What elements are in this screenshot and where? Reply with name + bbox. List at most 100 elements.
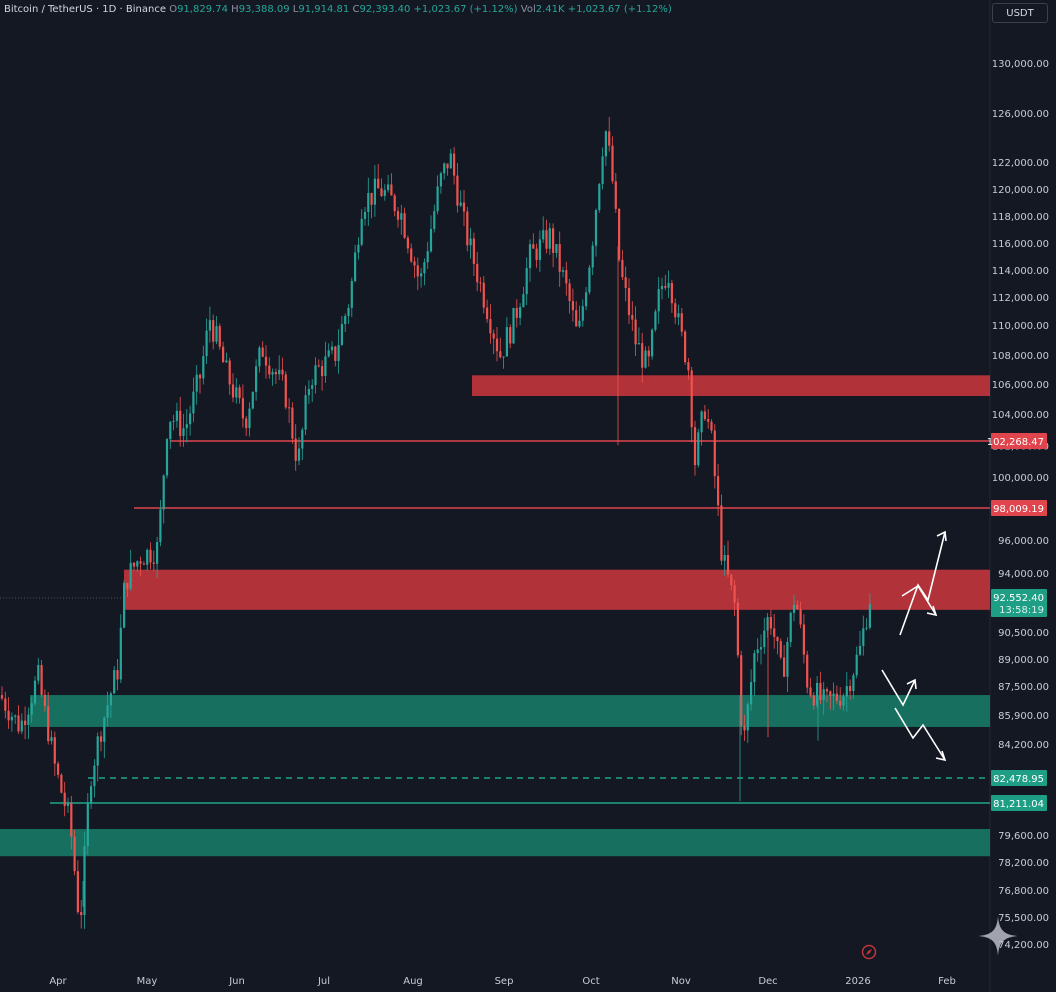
candle xyxy=(43,689,46,712)
candles xyxy=(0,117,871,929)
candle-body xyxy=(644,350,647,368)
candle-body xyxy=(321,366,324,377)
candle xyxy=(472,232,475,276)
candle-body xyxy=(799,609,802,625)
candle xyxy=(839,687,842,710)
candle-body xyxy=(340,324,343,346)
candle-body xyxy=(621,259,624,278)
candle-body xyxy=(367,192,370,212)
candle xyxy=(132,562,136,571)
candle xyxy=(57,761,60,779)
price-tag-countdown-bg xyxy=(991,601,1047,617)
candle-body xyxy=(294,438,297,461)
bullish-rejection-arrow-head xyxy=(926,605,938,617)
candle xyxy=(812,692,815,710)
candle xyxy=(677,304,680,326)
candle-body xyxy=(667,282,670,288)
candle xyxy=(453,147,456,185)
candle-body xyxy=(20,720,23,732)
price-tag-support-solid-bg xyxy=(991,795,1047,811)
candle xyxy=(116,658,119,691)
candle-body xyxy=(763,630,766,648)
candle xyxy=(297,437,301,466)
candle-body xyxy=(802,624,805,655)
candle-body xyxy=(413,261,416,266)
candle xyxy=(654,309,657,332)
candle xyxy=(60,773,63,794)
candle xyxy=(786,637,789,692)
support-zone-upper xyxy=(30,695,990,727)
price-tag-support-dashed-bg xyxy=(991,770,1047,786)
candle-body xyxy=(759,647,763,650)
candle xyxy=(730,574,733,591)
candle-body xyxy=(822,689,825,700)
candle xyxy=(822,681,825,716)
candle xyxy=(825,687,829,703)
candle xyxy=(604,130,607,166)
candle-body xyxy=(406,237,409,249)
candle xyxy=(700,410,703,446)
candle xyxy=(449,148,452,169)
candle-body xyxy=(14,715,17,717)
candle-body xyxy=(354,252,357,281)
candle-body xyxy=(142,563,145,565)
candle xyxy=(159,499,162,547)
price-axis-label: 116,000.00 xyxy=(992,239,1049,250)
compass-icon[interactable] xyxy=(861,944,877,960)
candle-body xyxy=(387,184,390,191)
time-axis-label: Apr xyxy=(49,976,67,987)
candle xyxy=(301,427,304,461)
candle xyxy=(548,222,551,255)
candle-body xyxy=(855,654,858,676)
candle-body xyxy=(86,803,89,847)
candle xyxy=(373,165,376,217)
candle xyxy=(495,326,499,362)
change-value-2: +1,023.67 (+1.12%) xyxy=(567,4,672,15)
candle-body xyxy=(736,602,739,656)
symbol-title[interactable]: Bitcoin / TetherUS · 1D · Binance xyxy=(4,4,166,15)
candle-body xyxy=(552,228,555,253)
candle-body xyxy=(502,356,505,358)
symbol-legend: Bitcoin / TetherUS · 1D · Binance O91,82… xyxy=(4,4,672,15)
candle xyxy=(631,301,634,331)
candle xyxy=(558,231,561,287)
candle xyxy=(750,669,753,711)
candle-body xyxy=(812,695,815,706)
change-value: +1,023.67 (+1.12%) xyxy=(413,4,518,15)
currency-button[interactable]: USDT xyxy=(992,3,1048,23)
candle-body xyxy=(251,391,254,409)
candle xyxy=(842,693,845,711)
candle xyxy=(410,243,413,264)
candle xyxy=(330,341,334,355)
candle-body xyxy=(109,693,112,706)
candle-body xyxy=(146,549,149,565)
candle-body xyxy=(677,313,680,318)
candle xyxy=(429,215,433,253)
candle-body xyxy=(420,273,423,277)
candle xyxy=(674,298,677,324)
candle-body xyxy=(149,549,152,563)
candle-body xyxy=(400,213,403,220)
candle xyxy=(80,900,83,929)
price-tag-upper: 102,268.47 xyxy=(987,433,1047,449)
candle-body xyxy=(202,356,205,379)
candle xyxy=(733,579,736,617)
candle xyxy=(835,685,838,705)
candle xyxy=(40,659,43,698)
candle-body xyxy=(235,387,238,398)
time-axis-label: Feb xyxy=(938,976,956,987)
candle xyxy=(208,306,211,343)
candle xyxy=(139,556,142,576)
candle xyxy=(436,175,439,215)
price-axis-label: 118,000.00 xyxy=(992,212,1049,223)
candle-body xyxy=(664,285,667,288)
candle xyxy=(522,286,525,308)
candle-body xyxy=(453,153,456,176)
candle xyxy=(393,193,396,217)
candle-body xyxy=(443,163,446,174)
candle-body xyxy=(657,289,660,312)
candle-body xyxy=(380,188,383,196)
candle-body xyxy=(383,190,386,196)
candle-body xyxy=(637,343,640,345)
